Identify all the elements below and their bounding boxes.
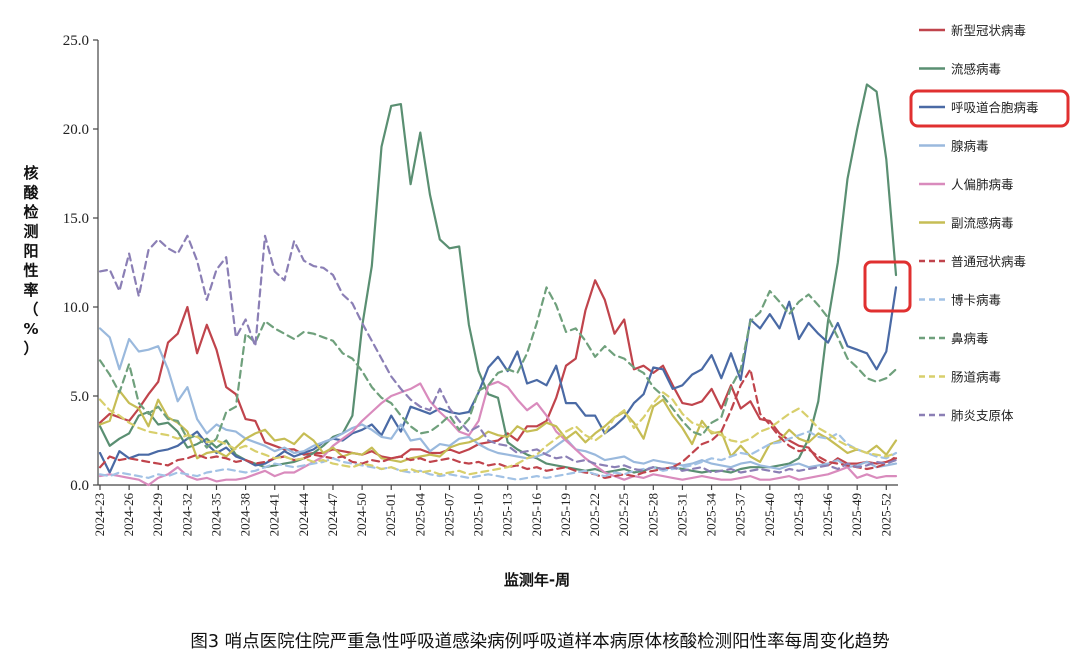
x-tick-label: 2025-34 (704, 493, 719, 537)
y-tick-label: 25.0 (63, 33, 89, 49)
x-axis-title: 监测年-周 (504, 571, 570, 589)
y-axis-title: 核酸检测阳性率（%） (23, 164, 39, 358)
x-tick-label: 2025-13 (500, 493, 515, 536)
legend: 新型冠状病毒流感病毒呼吸道合胞病毒腺病毒人偏肺病毒副流感病毒普通冠状病毒博卡病毒… (919, 23, 1039, 423)
series-line-1 (98, 83, 898, 474)
legend-label-6: 普通冠状病毒 (951, 254, 1026, 269)
x-tick-label: 2024-38 (238, 493, 253, 536)
x-tick-label: 2025-28 (645, 493, 660, 536)
series-line-2 (98, 286, 898, 474)
x-tick-label: 2025-52 (878, 493, 893, 536)
series-line-8 (98, 286, 898, 449)
x-tick-label: 2025-40 (762, 493, 777, 536)
legend-label-1: 流感病毒 (951, 62, 1001, 77)
x-tick-label: 2025-19 (558, 493, 573, 536)
series-line-0 (98, 279, 898, 467)
x-tick-label: 2025-10 (471, 493, 486, 536)
x-tick-label: 2025-37 (733, 493, 748, 537)
legend-label-8: 鼻病毒 (951, 331, 989, 346)
x-tick-label: 2025-01 (383, 493, 398, 536)
x-tick-label: 2024-47 (325, 493, 340, 537)
y-tick-label: 15.0 (63, 211, 89, 227)
plot-area: 0.05.010.015.020.025.0 2024-23 2024-26 202… (63, 33, 898, 536)
x-tick-label: 2025-22 (587, 493, 602, 536)
x-tick-label: 2025-07 (441, 493, 456, 537)
x-tick-label: 2025-46 (820, 493, 835, 537)
x-tick-label: 2025-43 (791, 493, 806, 536)
x-tick-label: 2025-16 (529, 493, 544, 537)
x-tick-label: 2025-31 (674, 493, 689, 536)
legend-label-10: 肺炎支原体 (951, 408, 1014, 423)
x-tick-label: 2024-35 (208, 493, 223, 536)
legend-label-4: 人偏肺病毒 (951, 177, 1014, 192)
series-line-6 (98, 368, 898, 479)
data-highlight-box (863, 260, 912, 313)
x-tick-label: 2024-50 (354, 493, 369, 536)
x-tick-label: 2025-04 (412, 493, 427, 537)
series-line-5 (98, 389, 898, 463)
x-tick-label: 2024-32 (179, 493, 194, 536)
y-tick-label: 10.0 (63, 300, 89, 316)
x-tick-label: 2025-49 (849, 493, 864, 536)
series-line-7 (98, 430, 898, 481)
legend-label-2: 呼吸道合胞病毒 (951, 100, 1039, 115)
x-axis-ticks: 2024-23 2024-26 2024-29 2024-32 2024-35 2024-… (92, 485, 893, 536)
x-tick-label: 2024-41 (267, 493, 282, 536)
legend-highlight-box (909, 89, 1070, 128)
x-tick-label: 2025-25 (616, 493, 631, 536)
y-tick-label: 5.0 (70, 389, 89, 405)
legend-label-0: 新型冠状病毒 (951, 23, 1026, 38)
series-line-10 (98, 234, 898, 474)
highlight-boxes (863, 89, 1070, 313)
legend-label-5: 副流感病毒 (951, 216, 1014, 231)
legend-label-7: 博卡病毒 (951, 293, 1001, 308)
legend-label-3: 腺病毒 (951, 139, 989, 154)
series-line-9 (98, 391, 898, 476)
figure-caption: 图3 哨点医院住院严重急性呼吸道感染病例呼吸道样本病原体核酸检测阳性率每周变化趋… (190, 632, 889, 652)
y-axis-ticks: 0.0 5.0 10.0 15.0 20.0 25.0 (63, 33, 98, 494)
y-tick-label: 20.0 (63, 122, 89, 138)
series-line-4 (98, 380, 898, 487)
legend-label-9: 肠道病毒 (951, 370, 1001, 385)
series-line-3 (98, 327, 898, 471)
x-tick-label: 2024-29 (150, 493, 165, 536)
series-lines (98, 83, 898, 487)
x-tick-label: 2024-26 (121, 493, 136, 537)
x-tick-label: 2024-44 (296, 493, 311, 537)
y-tick-label: 0.0 (70, 478, 89, 494)
x-tick-label: 2024-23 (92, 493, 107, 536)
